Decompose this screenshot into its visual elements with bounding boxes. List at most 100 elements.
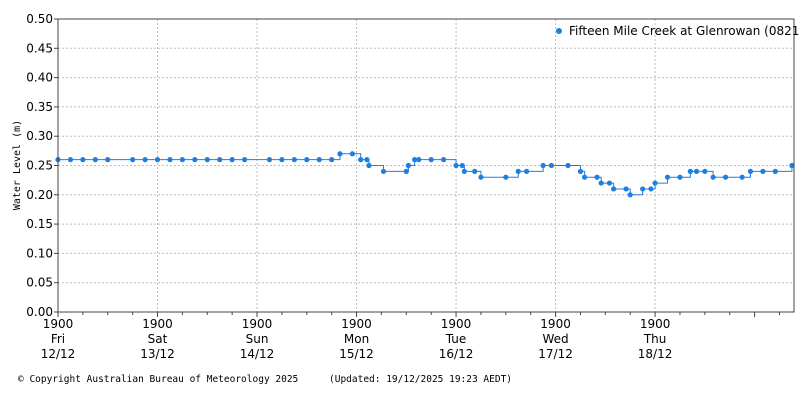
data-point xyxy=(640,186,646,192)
x-tick-label: 1900 xyxy=(540,317,571,331)
x-tick-label: Tue xyxy=(445,332,467,346)
x-tick-label: Sun xyxy=(246,332,269,346)
x-tick-label: Sat xyxy=(148,332,168,346)
data-point xyxy=(540,162,546,169)
data-point xyxy=(80,157,86,163)
data-point xyxy=(503,174,509,180)
y-tick-label: 0.25 xyxy=(26,159,53,173)
data-point xyxy=(459,162,465,169)
x-tick-label: 17/12 xyxy=(538,347,573,361)
data-point xyxy=(349,151,355,157)
y-tick-label: 0.35 xyxy=(26,100,53,114)
legend-label: Fifteen Mile Creek at Glenrowan (082108) xyxy=(569,24,800,38)
data-point xyxy=(594,174,600,180)
data-point xyxy=(291,157,297,163)
x-tick-label: 1900 xyxy=(242,317,273,331)
data-point xyxy=(241,157,248,163)
data-point xyxy=(217,157,223,163)
y-tick-label: 0.45 xyxy=(26,41,53,55)
y-tick-label: 0.15 xyxy=(26,217,53,231)
data-point xyxy=(523,168,530,174)
data-point xyxy=(366,162,372,169)
y-tick-label: 0.00 xyxy=(26,305,53,319)
data-point xyxy=(548,162,555,169)
legend-marker xyxy=(556,28,562,34)
x-axis: 1900Fri12/121900Sat13/121900Sun14/121900… xyxy=(41,312,780,361)
data-point xyxy=(142,157,148,163)
data-point xyxy=(702,168,708,174)
data-point xyxy=(192,157,198,163)
legend: Fifteen Mile Creek at Glenrowan (082108) xyxy=(556,24,800,38)
data-point xyxy=(416,157,422,163)
x-tick-label: 16/12 xyxy=(439,347,474,361)
x-tick-label: 1900 xyxy=(43,317,74,331)
data-point xyxy=(515,168,521,174)
data-point xyxy=(577,168,584,174)
y-tick-label: 0.05 xyxy=(26,276,53,290)
data-point xyxy=(380,168,387,174)
x-tick-label: Fri xyxy=(51,332,65,346)
data-point xyxy=(598,180,604,186)
data-point xyxy=(623,186,629,192)
series xyxy=(55,151,795,198)
data-point xyxy=(411,157,418,163)
data-point xyxy=(739,174,745,180)
data-point xyxy=(687,168,693,174)
x-tick-label: 13/12 xyxy=(140,347,175,361)
data-point xyxy=(582,174,588,180)
x-tick-label: 12/12 xyxy=(41,347,76,361)
data-point xyxy=(478,174,484,180)
data-point xyxy=(747,168,754,174)
data-point xyxy=(403,168,409,174)
data-point xyxy=(130,157,136,163)
x-tick-label: 1900 xyxy=(441,317,472,331)
grid xyxy=(58,19,794,312)
x-tick-label: Thu xyxy=(643,332,667,346)
data-point xyxy=(627,192,633,198)
x-tick-label: Mon xyxy=(344,332,369,346)
data-point xyxy=(358,157,364,163)
data-point xyxy=(67,157,74,163)
data-point xyxy=(789,162,795,169)
data-point xyxy=(652,180,658,186)
data-point xyxy=(760,168,766,174)
updated-text: (Updated: 19/12/2025 19:23 AEDT) xyxy=(329,374,513,385)
data-point xyxy=(428,157,434,163)
x-tick-label: Wed xyxy=(542,332,568,346)
y-axis: 0.00 0.05 0.10 0.15 0.20 0.25 0.30 0.35 0.40 0.45… xyxy=(26,12,58,319)
x-tick-label: 1900 xyxy=(341,317,372,331)
x-tick-label: 1900 xyxy=(142,317,173,331)
data-point xyxy=(167,157,173,163)
plot-frame xyxy=(57,18,795,313)
data-point xyxy=(229,157,235,163)
data-point xyxy=(772,168,778,174)
x-tick-label: 14/12 xyxy=(240,347,275,361)
data-point xyxy=(710,174,716,180)
data-point xyxy=(565,162,571,169)
y-tick-label: 0.20 xyxy=(26,188,53,202)
y-tick-label: 0.10 xyxy=(26,246,53,260)
data-point xyxy=(677,174,683,180)
data-point xyxy=(405,162,411,169)
data-point xyxy=(154,157,161,163)
data-point xyxy=(606,180,613,186)
data-point xyxy=(204,157,210,163)
data-point xyxy=(693,168,700,174)
data-point xyxy=(722,174,729,180)
data-point xyxy=(337,151,343,157)
data-point xyxy=(611,186,617,192)
data-point xyxy=(461,168,467,174)
data-point xyxy=(316,157,322,163)
y-tick-label: 0.30 xyxy=(26,129,53,143)
data-point xyxy=(648,186,654,192)
x-tick-label: 1900 xyxy=(640,317,671,331)
data-point xyxy=(105,157,111,163)
data-point xyxy=(266,157,273,163)
data-point xyxy=(472,168,478,174)
x-tick-label: 18/12 xyxy=(638,347,673,361)
y-tick-label: 0.50 xyxy=(26,12,53,26)
x-tick-label: 15/12 xyxy=(339,347,374,361)
y-axis-label: Water Level (m) xyxy=(12,120,23,210)
data-point xyxy=(304,157,310,163)
data-point xyxy=(329,157,335,163)
